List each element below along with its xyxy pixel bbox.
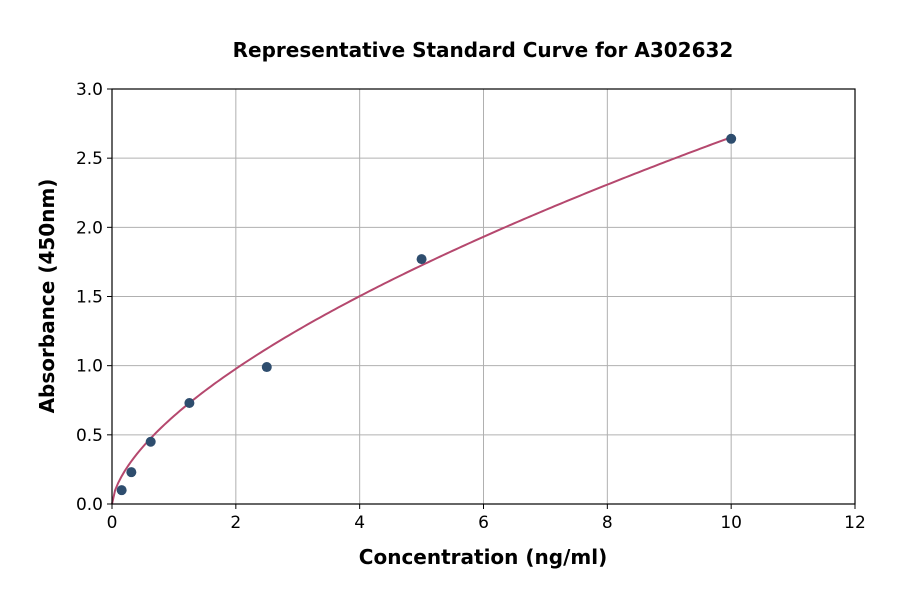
grid	[111, 88, 856, 505]
x-tick-label: 12	[844, 513, 866, 533]
y-tick-label: 2.5	[76, 149, 103, 169]
fit-curve-layer	[111, 136, 732, 505]
x-tick-label: 10	[720, 513, 742, 533]
x-axis-label: Concentration (ng/ml)	[359, 545, 607, 569]
data-point	[126, 467, 137, 478]
y-axis-label: Absorbance (450nm)	[35, 179, 59, 414]
y-tick-label: 0.5	[76, 426, 103, 446]
data-point	[116, 485, 127, 496]
data-point	[184, 398, 195, 409]
x-tick-label: 0	[107, 513, 118, 533]
y-tick-label: 0.0	[76, 495, 103, 515]
data-point	[145, 436, 156, 447]
y-axis-ticks: 0.0 0.5 1.0 1.5 2.0 2.5 3.0	[76, 80, 112, 515]
data-point	[726, 133, 737, 144]
y-tick-label: 1.5	[76, 288, 103, 308]
y-tick-label: 3.0	[76, 80, 103, 100]
y-tick-label: 1.0	[76, 357, 103, 377]
x-tick-label: 4	[354, 513, 365, 533]
chart-title: Representative Standard Curve for A30263…	[233, 38, 734, 62]
x-tick-label: 6	[478, 513, 489, 533]
x-tick-label: 8	[602, 513, 613, 533]
data-point	[261, 362, 272, 373]
x-axis-ticks: 0 2 4 6 8 10 12	[107, 504, 866, 533]
fit-curve	[111, 136, 732, 505]
data-points	[116, 133, 737, 496]
y-tick-label: 2.0	[76, 218, 103, 238]
x-tick-label: 2	[230, 513, 241, 533]
data-point	[416, 254, 427, 265]
